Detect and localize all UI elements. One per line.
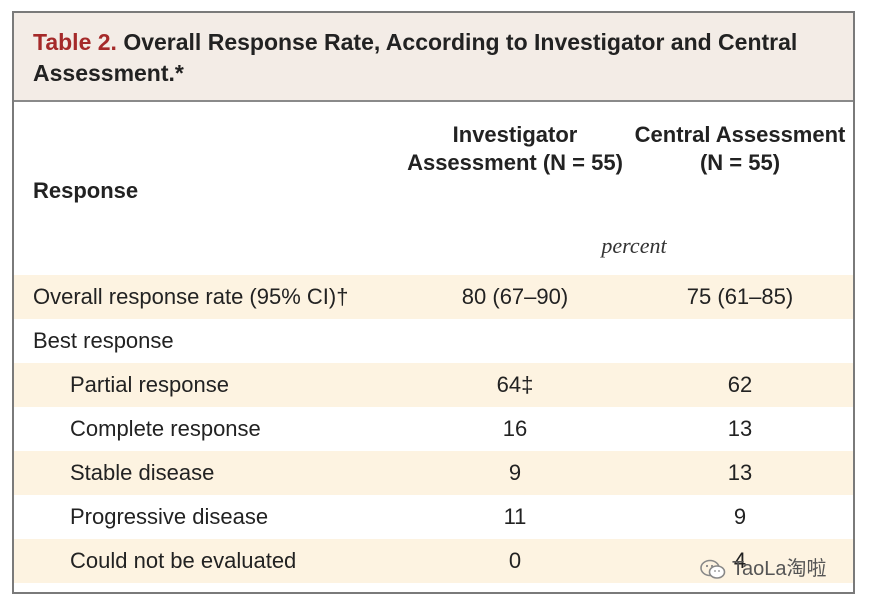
row-label: Stable disease — [70, 460, 215, 485]
central-value: 62 — [727, 372, 753, 397]
central-value: 75 (61–85) — [686, 284, 794, 309]
row-label: Could not be evaluated — [70, 548, 297, 573]
row-label: Overall response rate (95% CI)† — [33, 284, 349, 309]
column-header-investigator: Investigator Assessment (N = 55) — [407, 122, 623, 175]
watermark-text: TaoLa淘啦 — [732, 558, 827, 580]
table-title: Overall Response Rate, According to Inve… — [33, 29, 798, 86]
table-row: Complete response 16 13 — [14, 407, 853, 451]
caption-text: Table 2. Overall Response Rate, Accordin… — [33, 27, 813, 89]
investigator-value: 80 (67–90) — [461, 284, 569, 309]
table-caption: Table 2. Overall Response Rate, Accordin… — [14, 13, 853, 102]
column-header-response: Response — [33, 178, 139, 203]
row-label: Partial response — [70, 372, 229, 397]
investigator-value: 11 — [503, 504, 527, 529]
wechat-icon — [700, 559, 726, 581]
table-row: Stable disease 9 13 — [14, 451, 853, 495]
table-row: Progressive disease 11 9 — [14, 495, 853, 539]
investigator-value: 9 — [508, 460, 522, 485]
row-label: Progressive disease — [70, 504, 269, 529]
investigator-value: 0 — [508, 548, 522, 573]
table-row: Overall response rate (95% CI)† 80 (67–9… — [14, 275, 853, 319]
column-header-central: Central Assessment (N = 55) — [634, 122, 846, 175]
table-row: Best response — [14, 319, 853, 363]
investigator-value: 16 — [502, 416, 528, 441]
units-label: percent — [601, 233, 667, 258]
row-label: Best response — [33, 328, 174, 353]
central-value: 13 — [727, 416, 753, 441]
central-value: 4 — [733, 548, 747, 573]
investigator-value: 64‡ — [496, 372, 534, 397]
table-label: Table 2. — [33, 29, 117, 55]
table-row: Partial response 64‡ 62 — [14, 363, 853, 407]
central-value: 13 — [727, 460, 753, 485]
table-frame: Table 2. Overall Response Rate, Accordin… — [12, 11, 855, 594]
central-value: 9 — [733, 504, 747, 529]
watermark: TaoLa淘啦 — [700, 552, 827, 581]
row-label: Complete response — [70, 416, 261, 441]
